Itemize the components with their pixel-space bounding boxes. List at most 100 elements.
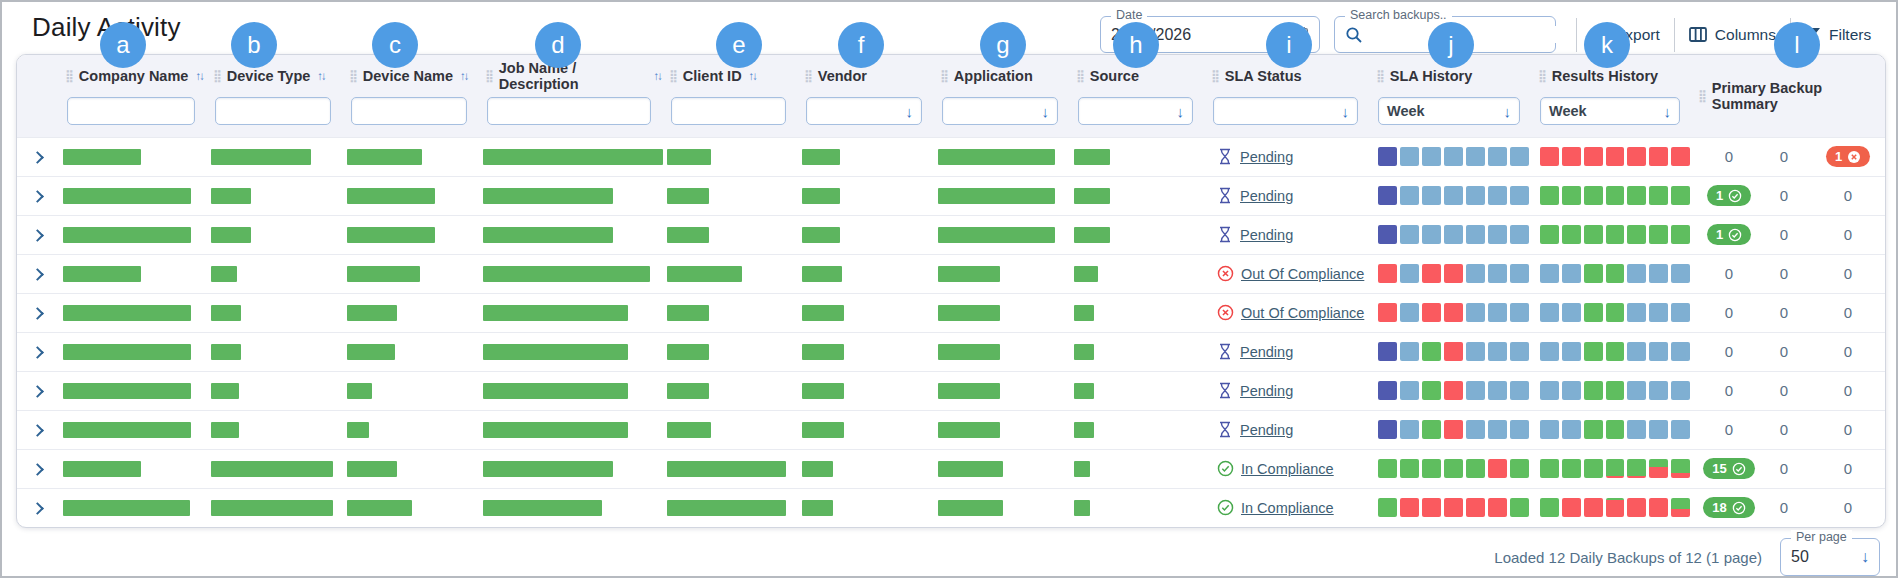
date-field-label: Date <box>1111 8 1147 22</box>
drag-handle-icon[interactable]: ⣿ <box>1076 70 1085 82</box>
summary-count: 0 <box>1780 226 1788 243</box>
history-square <box>1444 303 1463 322</box>
drag-handle-icon[interactable]: ⣿ <box>940 70 949 82</box>
column-header-summary[interactable]: ⣿ Primary Backup Summary <box>1690 55 1885 137</box>
redacted-value-bar <box>938 344 1000 360</box>
drag-handle-icon[interactable]: ⣿ <box>349 70 358 82</box>
drag-handle-icon[interactable]: ⣿ <box>1211 70 1220 82</box>
sla-status-link[interactable]: Pending <box>1240 188 1293 204</box>
drag-handle-icon[interactable]: ⣿ <box>804 70 813 82</box>
filter-select-value: Week <box>1387 103 1425 119</box>
expand-chevron-icon[interactable] <box>31 307 44 320</box>
column-header-label: Source <box>1090 68 1139 84</box>
expand-chevron-icon[interactable] <box>31 424 44 437</box>
check-circle-icon <box>1732 462 1746 476</box>
drag-handle-icon[interactable]: ⣿ <box>669 70 678 82</box>
redacted-value-bar <box>211 305 241 321</box>
filter-select-sla_status[interactable]: ↓ <box>1213 97 1358 125</box>
redacted-value-bar <box>483 227 613 243</box>
history-square <box>1400 342 1419 361</box>
history-square <box>1488 342 1507 361</box>
redacted-value-bar <box>211 266 237 282</box>
filter-input-company[interactable] <box>76 103 186 119</box>
sla-status-link[interactable]: Pending <box>1240 383 1293 399</box>
expand-chevron-icon[interactable] <box>31 190 44 203</box>
sla-status-link[interactable]: Pending <box>1240 227 1293 243</box>
sort-arrows-icon[interactable]: ↑↓ <box>654 70 662 82</box>
cell-device_name <box>341 293 477 332</box>
filter-select-source[interactable]: ↓ <box>1078 97 1193 125</box>
sla-status-link[interactable]: Pending <box>1240 149 1293 165</box>
redacted-value-bar <box>667 422 711 438</box>
sla-status-link[interactable]: In Compliance <box>1241 461 1334 477</box>
cell-vendor <box>796 488 932 527</box>
history-square <box>1378 147 1397 166</box>
history-square <box>1606 264 1625 283</box>
per-page-select[interactable]: Per page 50 ↓ <box>1780 538 1880 576</box>
column-filter-cell: Week↓ <box>1368 97 1530 137</box>
redacted-value-bar <box>938 422 1000 438</box>
filter-select-vendor[interactable]: ↓ <box>806 97 922 125</box>
redacted-value-bar <box>63 422 191 438</box>
sort-arrows-icon[interactable]: ↑↓ <box>749 70 757 82</box>
filter-input-client[interactable] <box>680 103 777 119</box>
redacted-value-bar <box>347 149 422 165</box>
history-square <box>1562 459 1581 478</box>
drag-handle-icon[interactable]: ⣿ <box>1376 70 1385 82</box>
filter-input-device_name[interactable] <box>360 103 458 119</box>
expand-chevron-icon[interactable] <box>31 229 44 242</box>
cell-results-history <box>1530 215 1690 254</box>
column-header-device_type[interactable]: ⣿Device Type↑↓ <box>205 55 341 97</box>
toolbar-divider <box>1674 18 1675 52</box>
drag-handle-icon[interactable]: ⣿ <box>1538 70 1547 82</box>
sort-arrows-icon[interactable]: ↑↓ <box>317 70 325 82</box>
sla-status-link[interactable]: In Compliance <box>1241 500 1334 516</box>
sort-arrows-icon[interactable]: ↑↓ <box>460 70 468 82</box>
filter-select-results_history[interactable]: Week↓ <box>1540 97 1680 125</box>
table-footer: Loaded 12 Daily Backups of 12 (1 page) P… <box>2 536 1896 578</box>
drag-handle-icon[interactable]: ⣿ <box>65 70 74 82</box>
history-square <box>1422 147 1441 166</box>
sla-status-link[interactable]: Pending <box>1240 422 1293 438</box>
column-header-label: Primary Backup Summary <box>1712 80 1885 112</box>
cell-client <box>661 137 796 176</box>
history-square <box>1584 225 1603 244</box>
redacted-value-bar <box>63 266 141 282</box>
redacted-value-bar <box>63 383 191 399</box>
cell-source <box>1068 293 1203 332</box>
history-square <box>1584 264 1603 283</box>
history-square <box>1510 342 1529 361</box>
expand-chevron-icon[interactable] <box>31 463 44 476</box>
filter-select-sla_history[interactable]: Week↓ <box>1378 97 1520 125</box>
filter-input-job[interactable] <box>496 103 642 119</box>
sla-status-pending-icon <box>1217 343 1233 360</box>
filter-select-application[interactable]: ↓ <box>942 97 1058 125</box>
row-expander-cell <box>17 215 57 254</box>
sla-status-link[interactable]: Out Of Compliance <box>1241 305 1364 321</box>
history-square <box>1510 459 1529 478</box>
expand-chevron-icon[interactable] <box>31 502 44 515</box>
sla-status-link[interactable]: Out Of Compliance <box>1241 266 1364 282</box>
history-square <box>1584 459 1603 478</box>
columns-button[interactable]: Columns <box>1689 26 1776 44</box>
expand-chevron-icon[interactable] <box>31 151 44 164</box>
sla-status-link[interactable]: Pending <box>1240 344 1293 360</box>
expand-chevron-icon[interactable] <box>31 268 44 281</box>
history-square <box>1562 498 1581 517</box>
sort-arrows-icon[interactable]: ↑↓ <box>195 70 203 82</box>
expand-chevron-icon[interactable] <box>31 346 44 359</box>
cell-device_type <box>205 215 341 254</box>
filter-input-device_type[interactable] <box>224 103 322 119</box>
drag-handle-icon[interactable]: ⣿ <box>213 70 222 82</box>
expand-chevron-icon[interactable] <box>31 385 44 398</box>
column-header-label: SLA Status <box>1225 68 1302 84</box>
table-row: Pending100 <box>17 215 1885 254</box>
table-row: Pending000 <box>17 410 1885 449</box>
cell-company <box>57 449 205 488</box>
cell-results-history <box>1530 332 1690 371</box>
redacted-value-bar <box>63 344 191 360</box>
redacted-value-bar <box>1074 422 1094 438</box>
drag-handle-icon[interactable]: ⣿ <box>485 70 494 82</box>
drag-handle-icon[interactable]: ⣿ <box>1698 90 1707 102</box>
history-square <box>1671 459 1690 478</box>
